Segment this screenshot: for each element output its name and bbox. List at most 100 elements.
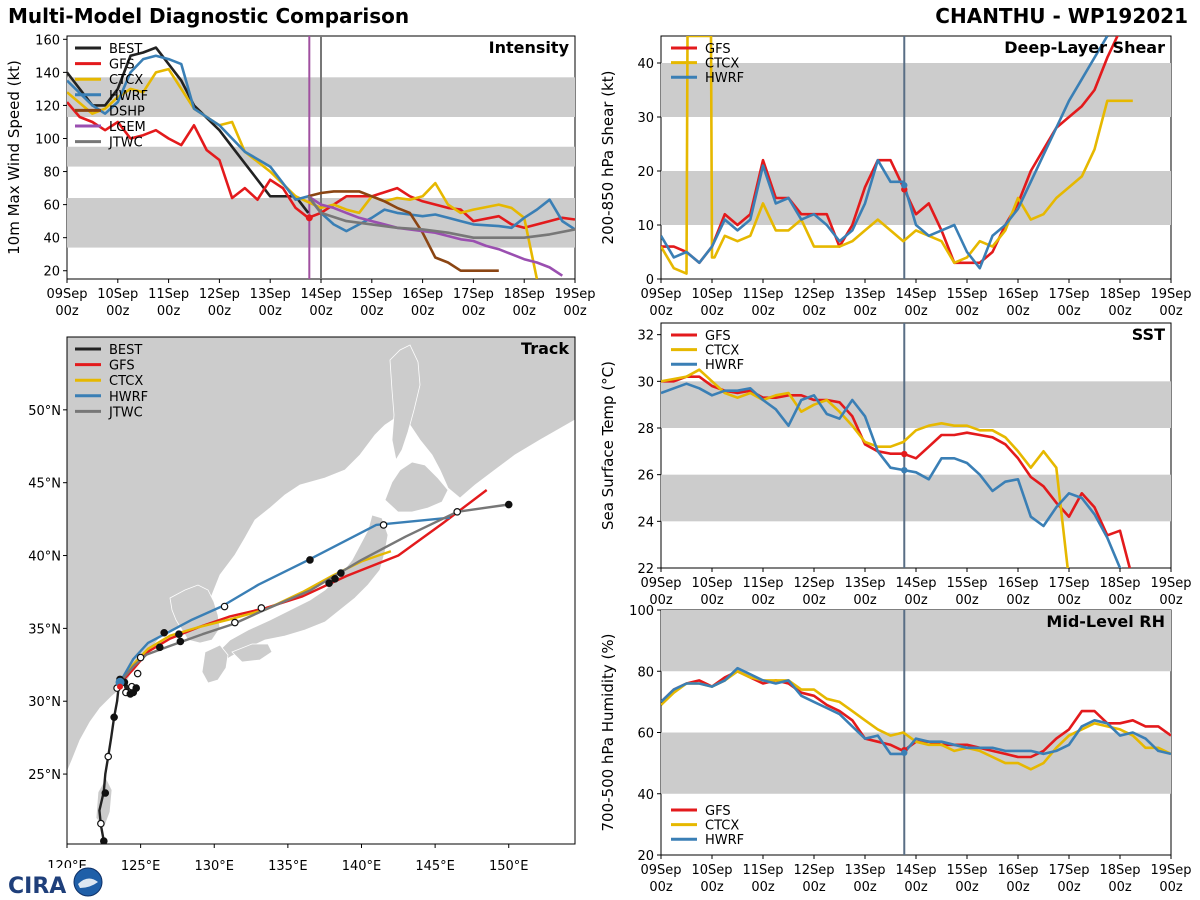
- shear-title: Deep-Layer Shear: [1004, 38, 1165, 57]
- shear-plot-area: [661, 36, 1171, 279]
- intensity-series-gfs: [67, 101, 575, 230]
- intensity-plot-area: [67, 36, 575, 279]
- sst-xtick-date: 10Sep: [691, 576, 732, 591]
- track-point-marker: [379, 521, 388, 529]
- track-xtick-label: 135°E: [268, 859, 308, 874]
- shear-ytick-label: 30: [637, 111, 654, 126]
- intensity-series-dshp: [307, 190, 499, 273]
- japan-kyushu: [201, 644, 229, 684]
- track-point-marker: [104, 752, 113, 761]
- track-ytick-label: 45°N: [28, 477, 61, 492]
- track-xtick-label: 145°E: [415, 859, 455, 874]
- sst-ylabel: Sea Surface Temp (°C): [599, 361, 617, 530]
- sst-xtick-hour: 00z: [1108, 593, 1132, 608]
- track-plot-area: [97, 489, 513, 844]
- intensity-xtick-hour: 00z: [513, 304, 537, 319]
- track-point-marker: [101, 789, 110, 797]
- intensity-xtick-hour: 00z: [411, 304, 435, 319]
- intensity-series-jtwc: [307, 195, 575, 239]
- sst-legend-label-ctcx: CTCX: [705, 344, 739, 359]
- rh-legend-label-hwrf: HWRF: [705, 833, 744, 848]
- shear-ytick-label: 40: [637, 57, 654, 72]
- track-point-marker: [97, 819, 105, 828]
- intensity-xtick-hour: 00z: [360, 304, 384, 319]
- intensity-ytick-label: 120: [35, 99, 60, 114]
- shear-band: [661, 171, 1171, 225]
- intensity-xtick-hour: 00z: [462, 304, 486, 319]
- shear-marker-hwrf: [901, 182, 908, 189]
- intensity-xtick-hour: 00z: [563, 304, 587, 319]
- intensity-legend-label-gfs: GFS: [109, 58, 135, 73]
- rh-ylabel: 700-500 hPa Humidity (%): [599, 633, 617, 831]
- track-point-marker: [176, 637, 185, 646]
- sst-ytick-label: 32: [637, 329, 654, 344]
- rh-xtick-date: 13Sep: [844, 863, 885, 878]
- sst-xtick-date: 11Sep: [742, 576, 783, 591]
- track-legend-label-jtwc: JTWC: [108, 405, 143, 420]
- track-basemap: [67, 337, 575, 844]
- shear-xtick-hour: 00z: [802, 304, 826, 319]
- shear-xtick-hour: 00z: [1006, 304, 1030, 319]
- intensity-ytick-label: 60: [43, 199, 60, 214]
- intensity-ylabel: 10m Max Wind Speed (kt): [5, 60, 23, 255]
- rh-series-hwrf: [661, 666, 1171, 756]
- rh-xtick-date: 17Sep: [1048, 863, 1089, 878]
- intensity-series-lgem: [307, 195, 564, 277]
- rh-xtick-date: 09Sep: [640, 863, 681, 878]
- intensity-xtick-date: 13Sep: [250, 287, 291, 302]
- rh-title: Mid-Level RH: [1046, 612, 1165, 631]
- rh-xtick-hour: 00z: [700, 880, 724, 895]
- track-point-marker: [453, 508, 462, 516]
- sst-xtick-hour: 00z: [700, 593, 724, 608]
- shear-xtick-hour: 00z: [853, 304, 877, 319]
- shear-xtick-hour: 00z: [904, 304, 928, 319]
- rh-xtick-hour: 00z: [955, 880, 979, 895]
- track-legend-label-ctcx: CTCX: [109, 374, 143, 389]
- sst-ytick-label: 28: [637, 422, 654, 437]
- shear-xtick-hour: 00z: [649, 304, 673, 319]
- sst-xtick-date: 12Sep: [793, 576, 834, 591]
- rh-ytick-label: 20: [637, 849, 654, 864]
- intensity-xtick-hour: 00z: [259, 304, 283, 319]
- sakhalin-island: [389, 344, 421, 462]
- shear-xtick-date: 12Sep: [793, 287, 834, 302]
- rh-legend-label-ctcx: CTCX: [705, 819, 739, 834]
- rh-xtick-hour: 00z: [751, 880, 775, 895]
- sst-xtick-hour: 00z: [1159, 593, 1183, 608]
- sst-series-gfs: [661, 375, 1132, 568]
- rh-xtick-hour: 00z: [649, 880, 673, 895]
- intensity-ytick-label: 80: [43, 166, 60, 181]
- shear-ytick-label: 0: [646, 273, 654, 288]
- rh-legend-label-gfs: GFS: [705, 804, 731, 819]
- sst-xtick-hour: 00z: [649, 593, 673, 608]
- sst-xtick-hour: 00z: [904, 593, 928, 608]
- rh-ytick-label: 60: [637, 727, 654, 742]
- track-point-marker: [132, 684, 141, 692]
- rh-ytick-label: 40: [637, 788, 654, 803]
- sst-ytick-label: 22: [637, 562, 654, 577]
- intensity-legend-label-ctcx: CTCX: [109, 73, 143, 88]
- intensity-xtick-date: 14Sep: [300, 287, 341, 302]
- intensity-legend-label-jtwc: JTWC: [108, 136, 143, 151]
- track-point-marker: [100, 837, 108, 844]
- page-title: Multi-Model Diagnostic Comparison: [8, 4, 410, 28]
- shear-xtick-date: 14Sep: [895, 287, 936, 302]
- sst-marker-gfs: [901, 450, 908, 458]
- rh-xtick-date: 10Sep: [691, 863, 732, 878]
- sst-band: [661, 381, 1171, 428]
- shear-legend-label-gfs: GFS: [705, 42, 731, 57]
- sst-series-hwrf: [661, 382, 1122, 568]
- shear-xtick-date: 10Sep: [691, 287, 732, 302]
- intensity-legend-label-hwrf: HWRF: [109, 89, 148, 104]
- rh-xtick-hour: 00z: [1057, 880, 1081, 895]
- intensity-marker-gfs: [305, 214, 313, 222]
- track-point-marker: [325, 579, 333, 588]
- sst-xtick-date: 17Sep: [1048, 576, 1089, 591]
- shear-xtick-date: 19Sep: [1150, 287, 1191, 302]
- logo-swirl: [78, 878, 98, 888]
- track-ytick-label: 35°N: [28, 622, 61, 637]
- track-ytick-label: 50°N: [28, 404, 61, 419]
- track-start-marker-hwrf: [115, 677, 125, 687]
- track-point-marker: [110, 713, 118, 722]
